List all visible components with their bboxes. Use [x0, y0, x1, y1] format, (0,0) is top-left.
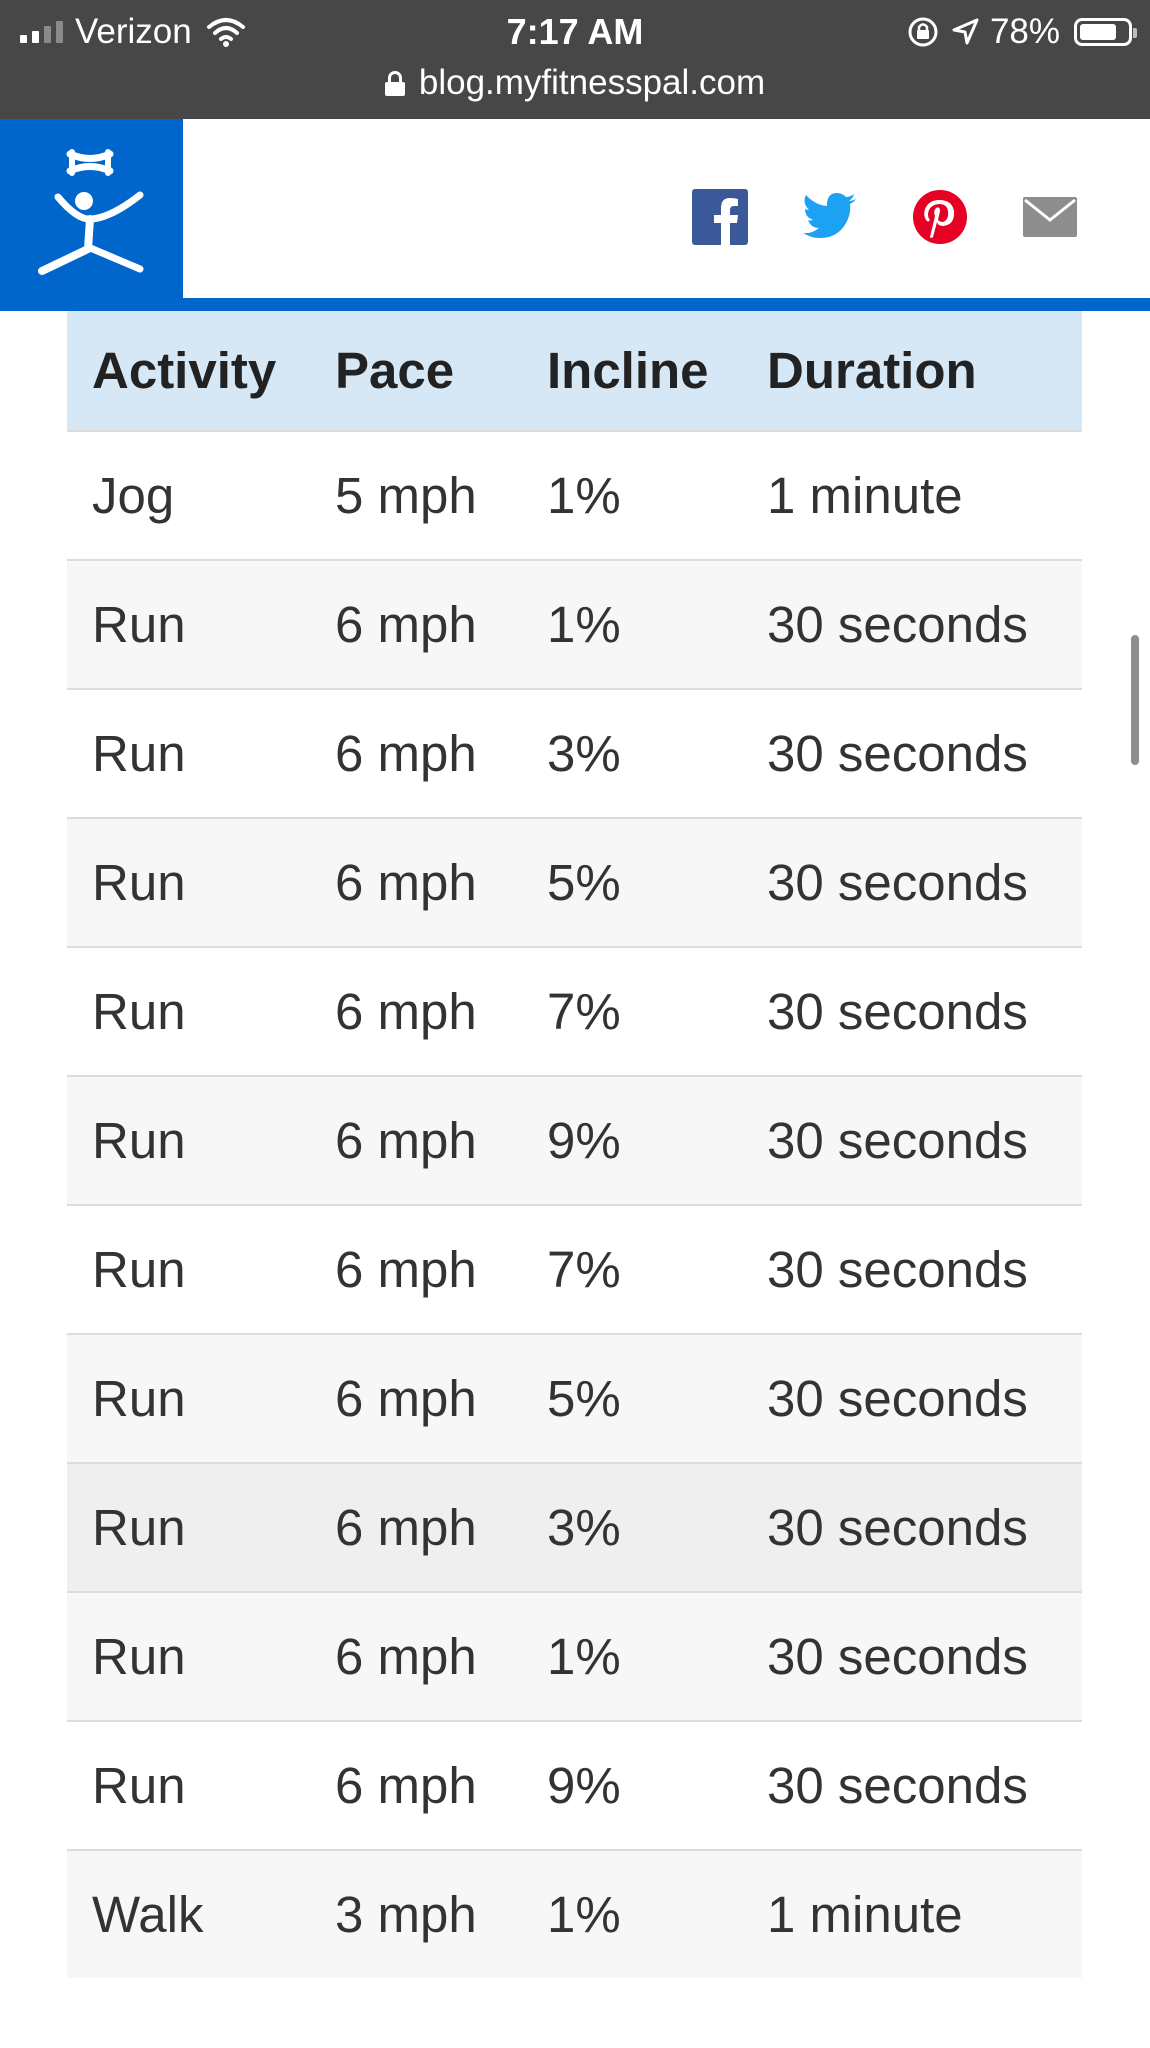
cell-activity: Run [92, 1112, 186, 1169]
table-row: Run 6 mph 1% 30 seconds [67, 1591, 1082, 1720]
cell-duration: 30 seconds [767, 1628, 1028, 1685]
cell-activity: Run [92, 596, 186, 653]
location-icon [952, 18, 979, 45]
cell-pace: 3 mph [335, 1886, 477, 1943]
cell-duration: 30 seconds [767, 596, 1028, 653]
cell-activity: Run [92, 725, 186, 782]
under-armour-logo-icon [38, 149, 144, 275]
header-divider [0, 298, 1150, 311]
cell-duration: 30 seconds [767, 725, 1028, 782]
cell-activity: Run [92, 854, 186, 911]
cell-pace: 6 mph [335, 1499, 477, 1556]
cell-pace: 6 mph [335, 1370, 477, 1427]
table-row: Run 6 mph 5% 30 seconds [67, 1333, 1082, 1462]
cell-duration: 30 seconds [767, 1757, 1028, 1814]
cell-incline: 9% [547, 1757, 621, 1814]
email-icon[interactable] [1022, 189, 1078, 245]
pinterest-icon[interactable] [912, 189, 968, 245]
table-row: Jog 5 mph 1% 1 minute [67, 430, 1082, 559]
cell-duration: 30 seconds [767, 1499, 1028, 1556]
status-right: 78% [906, 8, 1137, 56]
cell-duration: 1 minute [767, 467, 963, 524]
column-header-activity: Activity [92, 342, 277, 399]
cell-pace: 6 mph [335, 1628, 477, 1685]
cell-duration: 30 seconds [767, 854, 1028, 911]
table-row: Run 6 mph 7% 30 seconds [67, 1204, 1082, 1333]
cell-incline: 5% [547, 854, 621, 911]
column-header-duration: Duration [767, 342, 977, 399]
cell-incline: 1% [547, 596, 621, 653]
table-row: Run 6 mph 1% 30 seconds [67, 559, 1082, 688]
table-row: Run 6 mph 3% 30 seconds [67, 1462, 1082, 1591]
cell-pace: 6 mph [335, 725, 477, 782]
column-header-pace: Pace [335, 342, 455, 399]
cell-activity: Run [92, 1499, 186, 1556]
cell-incline: 3% [547, 1499, 621, 1556]
cell-duration: 1 minute [767, 1886, 963, 1943]
table-row: Run 6 mph 9% 30 seconds [67, 1075, 1082, 1204]
cell-pace: 6 mph [335, 854, 477, 911]
facebook-icon[interactable] [692, 189, 748, 245]
clock: 7:17 AM [506, 11, 644, 52]
column-header-incline: Incline [547, 342, 709, 399]
cell-activity: Run [92, 1628, 186, 1685]
twitter-icon[interactable] [802, 189, 858, 245]
cell-pace: 6 mph [335, 1112, 477, 1169]
carrier-name: Verizon [75, 12, 192, 51]
myfitnesspal-logo[interactable] [0, 119, 183, 311]
cell-incline: 1% [547, 467, 621, 524]
cell-pace: 6 mph [335, 983, 477, 1040]
cell-pace: 6 mph [335, 1757, 477, 1814]
table-row: Walk 3 mph 1% 1 minute [67, 1849, 1082, 1978]
cell-incline: 9% [547, 1112, 621, 1169]
lock-icon [384, 71, 405, 96]
table-row: Run 6 mph 7% 30 seconds [67, 946, 1082, 1075]
cell-pace: 6 mph [335, 596, 477, 653]
site-header [0, 119, 1150, 311]
table-header-row: Activity Pace Incline Duration [67, 311, 1082, 430]
cell-incline: 7% [547, 1241, 621, 1298]
battery-icon [1074, 18, 1137, 46]
cell-activity: Walk [92, 1886, 204, 1943]
table-row: Run 6 mph 5% 30 seconds [67, 817, 1082, 946]
cell-pace: 5 mph [335, 467, 477, 524]
cell-duration: 30 seconds [767, 1370, 1028, 1427]
cell-duration: 30 seconds [767, 1241, 1028, 1298]
cell-activity: Run [92, 983, 186, 1040]
cell-activity: Jog [92, 467, 175, 524]
table-row: Run 6 mph 9% 30 seconds [67, 1720, 1082, 1849]
cell-incline: 5% [547, 1370, 621, 1427]
status-bar: Verizon 7:17 AM 78% blog.myfitnesspal.co… [0, 0, 1150, 119]
workout-table: Activity Pace Incline Duration Jog 5 mph… [67, 311, 1082, 1978]
url-text[interactable]: blog.myfitnesspal.com [418, 63, 766, 102]
cell-duration: 30 seconds [767, 1112, 1028, 1169]
wifi-icon [206, 18, 245, 47]
cell-activity: Run [92, 1757, 186, 1814]
cell-duration: 30 seconds [767, 983, 1028, 1040]
battery-percent: 78% [989, 12, 1060, 51]
orientation-lock-icon [908, 17, 938, 47]
cell-incline: 1% [547, 1628, 621, 1685]
cell-activity: Run [92, 1241, 186, 1298]
cell-incline: 3% [547, 725, 621, 782]
table-row: Run 6 mph 3% 30 seconds [67, 688, 1082, 817]
cell-incline: 1% [547, 1886, 621, 1943]
status-left: Verizon [20, 8, 246, 56]
cell-activity: Run [92, 1370, 186, 1427]
address-bar[interactable]: blog.myfitnesspal.com [0, 60, 1150, 106]
signal-strength-icon [20, 21, 63, 43]
cell-pace: 6 mph [335, 1241, 477, 1298]
cell-incline: 7% [547, 983, 621, 1040]
page-scrollbar[interactable] [1131, 635, 1139, 765]
